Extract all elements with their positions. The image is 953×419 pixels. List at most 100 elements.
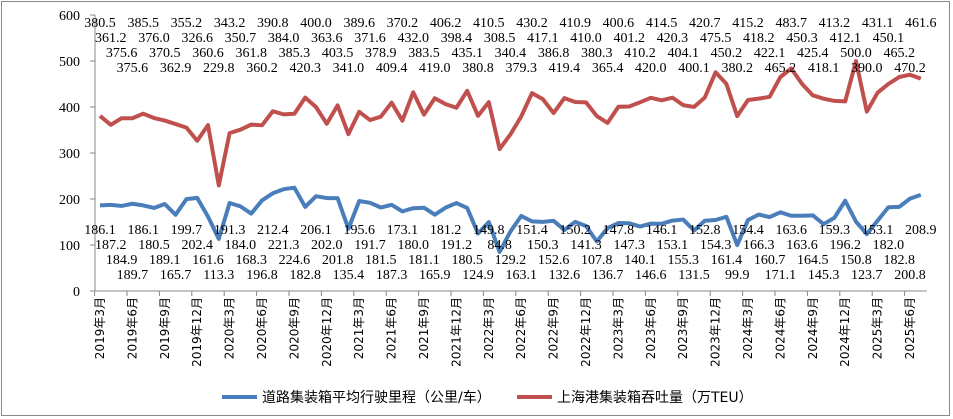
data-label: 206.1	[300, 223, 332, 238]
data-label: 196.8	[246, 268, 278, 283]
data-label: 189.1	[149, 253, 181, 268]
data-label: 189.7	[117, 268, 149, 283]
data-label: 380.8	[462, 61, 494, 76]
data-label: 107.8	[581, 253, 613, 268]
data-label: 186.1	[84, 223, 116, 238]
data-label: 180.0	[397, 238, 429, 253]
data-label: 181.5	[365, 253, 397, 268]
data-label: 413.2	[819, 16, 851, 31]
data-label: 420.7	[689, 16, 721, 31]
data-label: 191.2	[441, 238, 473, 253]
data-label: 403.5	[322, 46, 354, 61]
data-label: 365.4	[592, 61, 624, 76]
data-label: 390.8	[257, 16, 289, 31]
data-label: 378.9	[365, 46, 397, 61]
data-label: 202.4	[181, 238, 213, 253]
data-label: 199.7	[171, 223, 203, 238]
data-label: 154.3	[700, 238, 732, 253]
data-label: 136.7	[592, 268, 624, 283]
data-label: 147.8	[603, 223, 635, 238]
data-label: 151.4	[516, 223, 548, 238]
data-label: 191.7	[354, 238, 386, 253]
data-label: 410.0	[570, 31, 602, 46]
data-label: 400.0	[300, 16, 332, 31]
data-label: 406.2	[430, 16, 462, 31]
x-tick-label: 2023年9月	[676, 297, 690, 359]
data-label: 370.2	[387, 16, 419, 31]
data-label: 380.2	[721, 61, 753, 76]
data-label: 154.4	[732, 223, 764, 238]
data-label: 153.1	[657, 238, 689, 253]
x-tick-label: 2025年3月	[871, 297, 885, 359]
data-label: 161.6	[192, 253, 224, 268]
data-label: 165.9	[419, 268, 451, 283]
data-label: 384.0	[268, 31, 300, 46]
data-label: 401.2	[613, 31, 645, 46]
data-label: 363.6	[311, 31, 343, 46]
data-label: 145.3	[808, 268, 840, 283]
data-label: 308.5	[484, 31, 516, 46]
data-label: 435.1	[451, 46, 483, 61]
y-tick-label: 100	[59, 239, 80, 254]
data-label: 389.6	[343, 16, 375, 31]
data-label: 212.4	[257, 223, 289, 238]
data-label: 152.6	[538, 253, 570, 268]
series-lines	[98, 59, 922, 254]
data-label: 84.8	[487, 238, 512, 253]
data-label: 432.0	[397, 31, 429, 46]
data-label: 340.4	[495, 46, 527, 61]
x-tick-label: 2024年3月	[741, 297, 755, 359]
x-tick-label: 2023年12月	[709, 297, 723, 367]
x-tick-label: 2025年6月	[903, 297, 917, 359]
x-tick-label: 2022年9月	[547, 297, 561, 359]
data-label: 361.8	[235, 46, 267, 61]
data-label: 383.5	[408, 46, 440, 61]
data-label: 425.4	[797, 46, 829, 61]
data-label: 113.3	[203, 268, 234, 283]
data-label: 181.2	[430, 223, 462, 238]
data-label: 201.8	[322, 253, 354, 268]
data-label: 385.3	[279, 46, 311, 61]
data-label: 163.6	[775, 223, 807, 238]
x-tick-label: 2020年3月	[223, 297, 237, 359]
data-label: 362.9	[160, 61, 192, 76]
data-label: 418.2	[743, 31, 775, 46]
series-line-port-throughput	[98, 59, 922, 188]
axes: 0 100 200 300 400 500 600 2019年3月 2019年6月 2019年9月…	[59, 9, 927, 367]
x-tick-label: 2021年6月	[385, 297, 399, 359]
data-label: 152.8	[689, 223, 721, 238]
data-label: 202.0	[311, 238, 343, 253]
data-label: 410.5	[473, 16, 505, 31]
data-label: 410.9	[559, 16, 591, 31]
data-label: 398.4	[441, 31, 473, 46]
data-label: 161.4	[711, 253, 743, 268]
x-tick-label: 2023年6月	[644, 297, 658, 359]
data-label: 124.9	[462, 268, 494, 283]
legend-label-port-throughput: 上海港集装箱吞吐量（万TEU）	[557, 389, 753, 406]
data-label: 131.5	[678, 268, 710, 283]
data-label: 182.8	[289, 268, 321, 283]
data-label: 465.2	[765, 61, 797, 76]
data-label: 500.0	[840, 46, 872, 61]
data-label: 350.7	[225, 31, 257, 46]
data-label: 135.4	[333, 268, 365, 283]
data-label: 390.0	[851, 61, 883, 76]
x-tick-label: 2021年3月	[352, 297, 366, 359]
data-labels: 186.1187.2184.9189.7186.1180.5189.1165.7…	[84, 16, 936, 283]
legend: 道路集装箱平均行驶里程（公里/车） 上海港集装箱吞吐量（万TEU）	[222, 389, 753, 406]
data-label: 208.9	[905, 223, 937, 238]
data-label: 171.1	[765, 268, 797, 283]
data-label: 379.3	[505, 61, 537, 76]
data-label: 375.6	[117, 61, 149, 76]
data-label: 196.2	[829, 238, 861, 253]
data-label: 150.8	[840, 253, 872, 268]
x-tick-label: 2024年6月	[773, 297, 787, 359]
data-label: 430.2	[516, 16, 548, 31]
data-label: 163.6	[786, 238, 818, 253]
x-tick-label: 2022年6月	[514, 297, 528, 359]
data-label: 360.2	[246, 61, 278, 76]
data-label: 385.5	[127, 16, 159, 31]
series-line-road-mileage	[99, 185, 922, 254]
data-label: 147.3	[613, 238, 645, 253]
